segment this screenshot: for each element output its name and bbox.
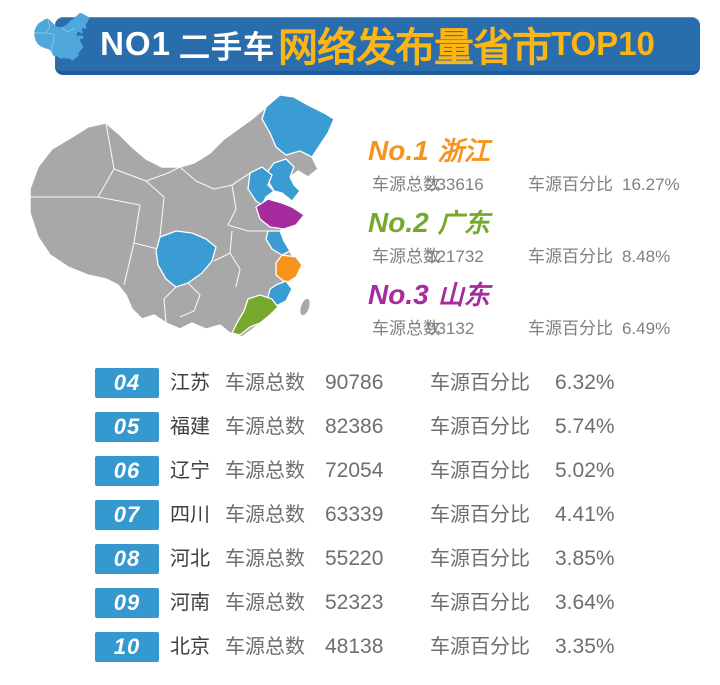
pct-value: 8.48% — [622, 247, 671, 266]
rank-3-province: 山东 — [437, 280, 490, 310]
pct-value: 3.85% — [555, 547, 615, 570]
row-province: 河北 — [170, 548, 210, 570]
pct-value: 5.74% — [555, 415, 615, 438]
rank-badge: 10 — [95, 632, 159, 662]
rank-3-header: No.3 山东 — [368, 278, 713, 312]
ranking-list: 04 江苏 车源总数 90786 车源百分比 6.32% 05 福建 车源总数 … — [95, 368, 665, 676]
row-province: 江苏 — [170, 372, 210, 394]
china-map-icon — [34, 11, 92, 68]
pct-value: 4.41% — [555, 503, 615, 526]
pct-label: 车源百分比 — [430, 548, 530, 570]
total-label: 车源总数 — [225, 504, 305, 526]
title-top10: TOP10 — [550, 25, 655, 62]
total-label: 车源总数 — [372, 175, 440, 194]
rank-2-stats: 车源总数 121732 车源百分比 8.48% — [368, 245, 713, 269]
total-value: 72054 — [325, 459, 384, 482]
map-region-jiangsu — [265, 230, 291, 256]
title-banner: NO1 二手车 网络发布量省市 TOP10 — [55, 17, 700, 75]
total-label: 车源总数 — [225, 416, 305, 438]
pct-label: 车源百分比 — [430, 636, 530, 658]
pct-value: 6.32% — [555, 371, 615, 394]
table-row: 10 北京 车源总数 48138 车源百分比 3.35% — [95, 632, 665, 662]
map-region-heilongjiang — [261, 94, 335, 158]
total-value: 48138 — [325, 635, 384, 658]
map-region-guangdong — [231, 294, 279, 336]
rank-3-block: No.3 山东 车源总数 93132 车源百分比 6.49% — [368, 278, 713, 342]
rank-3-stats: 车源总数 93132 车源百分比 6.49% — [368, 317, 713, 341]
map-region-shandong — [255, 198, 305, 230]
total-label: 车源总数 — [372, 247, 440, 266]
map-region-sichuan — [155, 230, 217, 288]
total-label: 车源总数 — [225, 548, 305, 570]
total-value: 93132 — [427, 319, 475, 338]
table-row: 05 福建 车源总数 82386 车源百分比 5.74% — [95, 412, 665, 442]
rank-3-label: No.3 — [368, 279, 429, 310]
total-value: 55220 — [325, 547, 384, 570]
table-row: 06 辽宁 车源总数 72054 车源百分比 5.02% — [95, 456, 665, 486]
rank-badge: 09 — [95, 588, 159, 618]
pct-label: 车源百分比 — [430, 460, 530, 482]
total-value: 233616 — [427, 175, 484, 194]
rank-1-province: 浙江 — [437, 136, 490, 166]
table-row: 09 河南 车源总数 52323 车源百分比 3.64% — [95, 588, 665, 618]
title-no1: NO1 — [100, 25, 171, 62]
total-value: 90786 — [325, 371, 384, 394]
row-province: 北京 — [170, 636, 210, 658]
rank-2-province: 广东 — [437, 208, 490, 238]
title-highlight: 网络发布量省市 — [277, 26, 552, 70]
row-province: 河南 — [170, 592, 210, 614]
pct-value: 16.27% — [622, 175, 680, 194]
total-label: 车源总数 — [225, 460, 305, 482]
total-value: 52323 — [325, 591, 384, 614]
rank-1-stats: 车源总数 233616 车源百分比 16.27% — [368, 173, 713, 197]
rank-badge: 05 — [95, 412, 159, 442]
total-value: 82386 — [325, 415, 384, 438]
row-province: 四川 — [170, 504, 210, 526]
total-label: 车源总数 — [225, 372, 305, 394]
china-map — [28, 85, 348, 355]
pct-value: 6.49% — [622, 319, 671, 338]
rank-2-label: No.2 — [368, 207, 429, 238]
rank-1-block: No.1 浙江 车源总数 233616 车源百分比 16.27% — [368, 134, 713, 198]
table-row: 04 江苏 车源总数 90786 车源百分比 6.32% — [95, 368, 665, 398]
total-value: 63339 — [325, 503, 384, 526]
top3-panel: No.1 浙江 车源总数 233616 车源百分比 16.27% No.2 广东 车… — [368, 134, 713, 350]
title-used-car: 二手车 — [178, 29, 275, 65]
row-province: 福建 — [170, 416, 210, 438]
pct-label: 车源百分比 — [430, 372, 530, 394]
pct-label: 车源百分比 — [430, 504, 530, 526]
total-value: 121732 — [427, 247, 484, 266]
map-region-hebei — [247, 166, 275, 206]
total-label: 车源总数 — [372, 319, 440, 338]
rank-2-header: No.2 广东 — [368, 206, 713, 240]
pct-value: 3.35% — [555, 635, 615, 658]
rank-badge: 06 — [95, 456, 159, 486]
pct-label: 车源百分比 — [528, 175, 613, 194]
table-row: 08 河北 车源总数 55220 车源百分比 3.85% — [95, 544, 665, 574]
rank-2-block: No.2 广东 车源总数 121732 车源百分比 8.48% — [368, 206, 713, 270]
total-label: 车源总数 — [225, 592, 305, 614]
rank-1-header: No.1 浙江 — [368, 134, 713, 168]
pct-label: 车源百分比 — [430, 592, 530, 614]
pct-label: 车源百分比 — [528, 319, 613, 338]
pct-label: 车源百分比 — [528, 247, 613, 266]
map-region-fujian — [267, 280, 293, 308]
map-region-taiwan — [299, 297, 311, 317]
pct-value: 5.02% — [555, 459, 615, 482]
pct-label: 车源百分比 — [430, 416, 530, 438]
rank-badge: 07 — [95, 500, 159, 530]
row-province: 辽宁 — [170, 460, 210, 482]
rank-1-label: No.1 — [368, 135, 429, 166]
pct-value: 3.64% — [555, 591, 615, 614]
map-region-zhejiang — [275, 254, 303, 284]
rank-badge: 04 — [95, 368, 159, 398]
rank-badge: 08 — [95, 544, 159, 574]
total-label: 车源总数 — [225, 636, 305, 658]
table-row: 07 四川 车源总数 63339 车源百分比 4.41% — [95, 500, 665, 530]
